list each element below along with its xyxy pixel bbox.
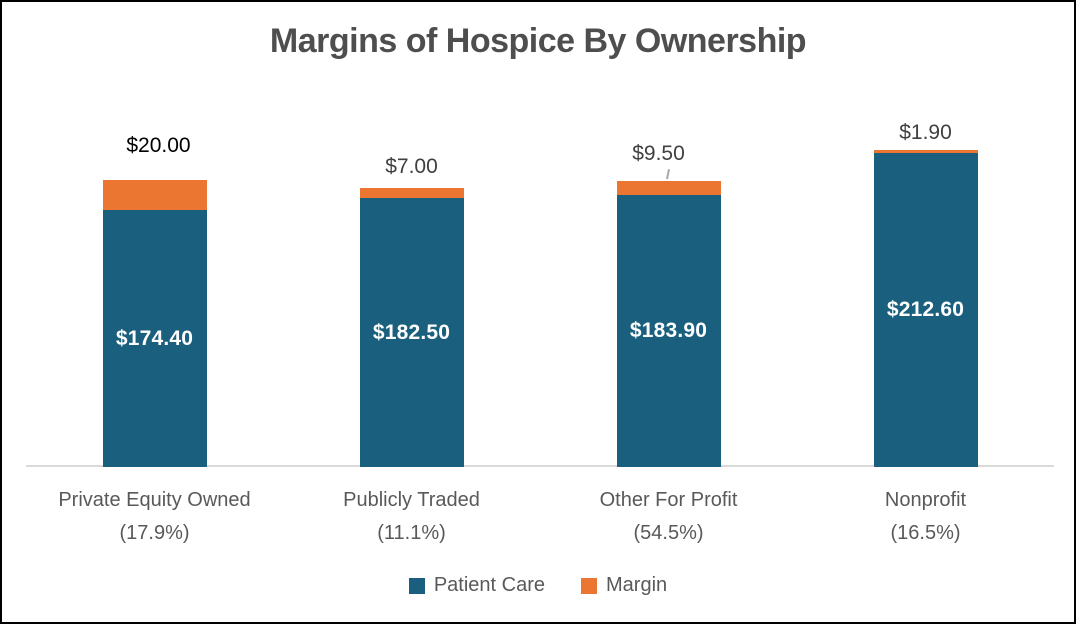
patient-care-segment: $174.40 (102, 210, 207, 467)
margin-value-label: $20.00 (126, 134, 191, 157)
legend-item-margin: Margin (581, 574, 667, 597)
margin-swatch-icon (581, 577, 598, 594)
category-name: Nonprofit (884, 489, 967, 511)
margin-segment (102, 180, 207, 210)
category-name: Other For Profit (599, 489, 738, 511)
patient-care-swatch-icon (408, 577, 425, 594)
margin-segment (873, 150, 978, 153)
legend-label: Margin (606, 574, 668, 596)
category-label-other-for-profit: Other For Profit (54.5%) (540, 484, 797, 550)
bar-column-private-equity: $20.00 $174.40 (26, 82, 283, 467)
patient-care-segment: $212.60 (873, 153, 978, 467)
category-axis: Private Equity Owned (17.9%) Publicly Tr… (26, 484, 1054, 550)
leader-line (665, 168, 670, 180)
category-label-private-equity: Private Equity Owned (17.9%) (26, 484, 283, 550)
x-axis-line (26, 465, 1054, 467)
bar-stack: $183.90 (616, 181, 721, 467)
margin-value-label: $9.50 (632, 142, 685, 165)
category-percent: (17.9%) (119, 522, 190, 544)
category-percent: (54.5%) (633, 522, 704, 544)
patient-care-segment: $183.90 (616, 195, 721, 467)
margin-segment (616, 181, 721, 195)
margin-value-label: $7.00 (385, 155, 438, 178)
bar-stack: $212.60 (873, 150, 978, 467)
patient-care-value-label: $212.60 (886, 298, 965, 321)
chart-title: Margins of Hospice By Ownership (269, 22, 807, 60)
legend: Patient Care Margin (2, 574, 1074, 597)
category-percent: (16.5%) (890, 522, 961, 544)
margin-value-label: $1.90 (899, 121, 952, 144)
bar-stack: $174.40 (102, 180, 207, 467)
margin-segment (359, 188, 464, 198)
legend-item-patient-care: Patient Care (408, 574, 546, 597)
patient-care-segment: $182.50 (359, 198, 464, 467)
patient-care-value-label: $174.40 (115, 326, 194, 350)
bar-column-nonprofit: $1.90 $212.60 (797, 82, 1054, 467)
category-name: Private Equity Owned (58, 489, 251, 511)
category-name: Publicly Traded (343, 489, 480, 511)
legend-label: Patient Care (433, 574, 546, 596)
plot-area: $20.00 $174.40 $7.00 $182.50 $9.50 (26, 82, 1054, 467)
bar-stack: $182.50 (359, 188, 464, 467)
category-percent: (11.1%) (377, 522, 446, 544)
bar-column-other-for-profit: $9.50 $183.90 (540, 82, 797, 467)
category-label-publicly-traded: Publicly Traded (11.1%) (283, 484, 540, 550)
category-label-nonprofit: Nonprofit (16.5%) (797, 484, 1054, 550)
patient-care-value-label: $182.50 (372, 320, 451, 344)
patient-care-value-label: $183.90 (629, 319, 708, 342)
bar-column-publicly-traded: $7.00 $182.50 (283, 82, 540, 467)
